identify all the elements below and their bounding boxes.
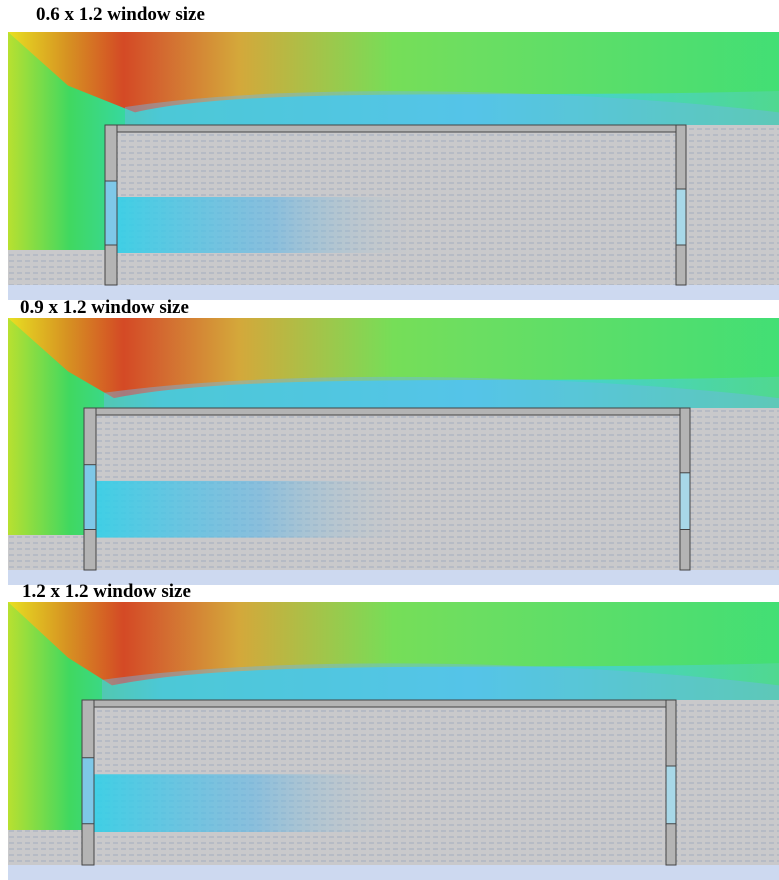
- window-left: [105, 181, 117, 245]
- ground: [8, 865, 779, 880]
- outer-right: [676, 700, 779, 865]
- outer-right: [690, 408, 779, 570]
- outer-left-low: [8, 830, 82, 865]
- roof: [84, 408, 690, 415]
- window-right: [676, 189, 686, 245]
- window-right: [680, 473, 690, 530]
- cfd-panel: 0.9 x 1.2 window size: [8, 297, 779, 585]
- cfd-panel: 1.2 x 1.2 window size: [8, 581, 779, 880]
- inflow-jet: [117, 197, 431, 253]
- outer-left-low: [8, 250, 105, 285]
- roof: [105, 125, 686, 132]
- panel-label: 0.9 x 1.2 window size: [20, 297, 189, 318]
- inflow-jet: [94, 774, 415, 832]
- outer-right: [686, 125, 779, 285]
- roof: [82, 700, 676, 707]
- panel-label: 1.2 x 1.2 window size: [22, 581, 191, 602]
- cfd-panel: 0.6 x 1.2 window size: [8, 4, 779, 300]
- window-left: [82, 758, 94, 824]
- window-right: [666, 766, 676, 824]
- window-left: [84, 465, 96, 530]
- panel-label: 0.6 x 1.2 window size: [36, 4, 205, 25]
- figure: 0.6 x 1.2 window size 0.9 x 1.2 window si…: [0, 0, 779, 880]
- outer-left-low: [8, 535, 84, 570]
- inflow-jet: [96, 481, 424, 538]
